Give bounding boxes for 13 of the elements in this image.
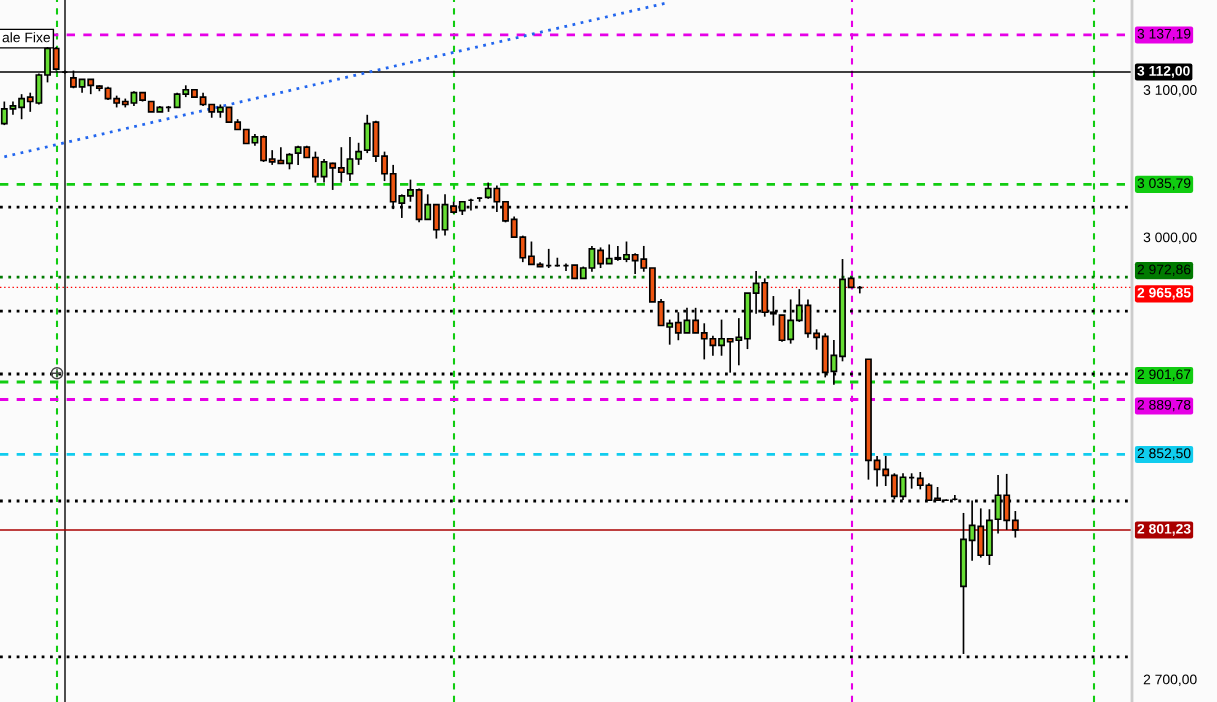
y-tick-label: 3 000,00	[1143, 232, 1197, 244]
ref-line-label: 2 972,86	[1137, 264, 1191, 276]
ref-line-label: 2 965,85	[1137, 287, 1191, 300]
ref-line-label: 3 112,00	[1137, 65, 1190, 78]
ref-line-label: 2 889,78	[1137, 399, 1191, 412]
y-tick-label: 2 700,00	[1143, 674, 1197, 686]
annotation: ale Fixe	[2, 32, 51, 43]
ref-line-label: 3 137,19	[1137, 28, 1191, 41]
ref-line-label: 2 852,50	[1137, 448, 1191, 460]
ref-line-label: 3 035,79	[1137, 178, 1191, 190]
ref-line-label: 2 901,67	[1137, 369, 1191, 381]
y-tick-label: 3 100,00	[1143, 85, 1197, 97]
ref-line-label: 2 801,23	[1137, 523, 1191, 536]
